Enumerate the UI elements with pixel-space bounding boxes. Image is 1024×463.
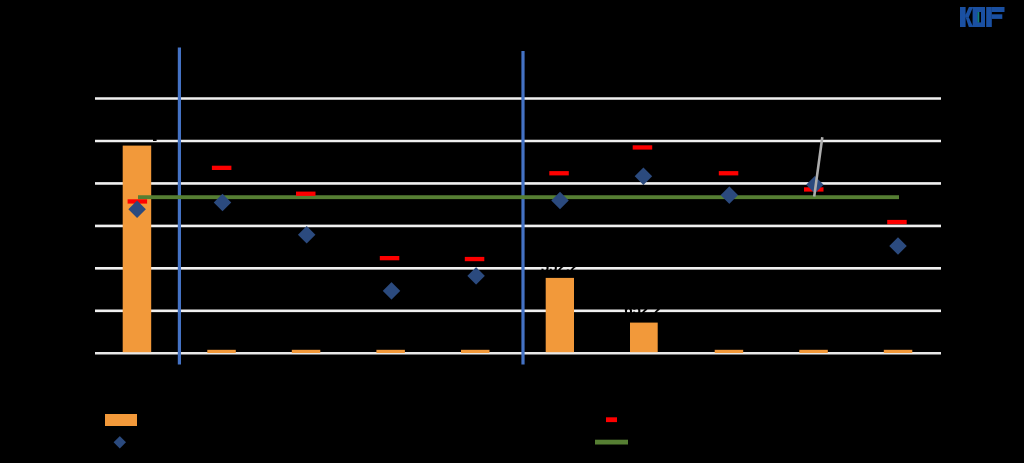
svg-text:552.2: 552.2 — [541, 259, 579, 276]
svg-text:652.2: 652.2 — [624, 302, 662, 319]
